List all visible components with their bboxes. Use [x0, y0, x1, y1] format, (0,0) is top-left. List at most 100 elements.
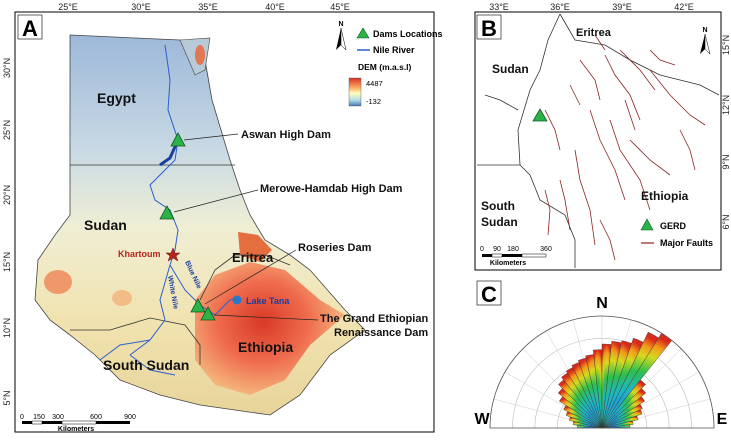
rose-north-label: N: [596, 295, 608, 312]
dam-aswan-marker: [170, 132, 186, 147]
scalebar-tick: 900: [124, 414, 136, 421]
label-ethiopia: Ethiopia: [238, 339, 293, 355]
panel-b-lat-ticks: 15°N 12°N 9°N 6°N: [721, 35, 731, 230]
rose-petal: [601, 388, 647, 429]
label-gerd-line2: Renaissance Dam: [334, 327, 428, 339]
scalebar-tick: 150: [33, 414, 45, 421]
rose-diagram: [489, 315, 715, 429]
lon-tick: 35°E: [198, 2, 218, 12]
scalebar-segment: [42, 421, 62, 424]
legend-dam-icon: [356, 27, 370, 39]
fault-line: [569, 84, 581, 106]
leader-line: [173, 189, 259, 213]
dam-merowe-marker: [159, 205, 175, 220]
fault-line: [649, 49, 676, 66]
panel-a-letter-box: [17, 14, 43, 40]
lat-tick: 9°N: [721, 154, 731, 169]
lat-tick: 12°N: [721, 95, 731, 115]
scalebar-segment: [31, 420, 43, 425]
scalebar-tick: 90: [493, 246, 501, 253]
lat-tick: 6°N: [721, 214, 731, 229]
fault-line: [579, 59, 601, 101]
lat-tick: 25°N: [2, 120, 12, 140]
lat-tick: 5°N: [2, 390, 12, 405]
darfur-highland: [44, 270, 72, 294]
dam-gerd-marker: [200, 306, 216, 321]
label-ethiopia: Ethiopia: [641, 189, 689, 203]
scalebar-segment: [491, 253, 503, 258]
panel-a-letter: A: [22, 16, 38, 41]
panel-b-scalebar: 0 90 180 360 Kilometers: [480, 246, 552, 267]
panel-c-letter-box: [476, 280, 502, 306]
scalebar-segment: [521, 253, 547, 258]
fault-line: [589, 109, 626, 201]
scalebar-tick: 180: [507, 246, 519, 253]
ethiopia-highlands: [195, 262, 345, 395]
lon-tick: 33°E: [489, 2, 509, 12]
lon-tick: 39°E: [612, 2, 632, 12]
panel-b: 33°E 36°E 39°E 42°E 15°N 12°N 9°N 6°N: [474, 2, 731, 271]
rose-west-label: W: [474, 411, 490, 428]
label-aswan-dam: Aswan High Dam: [241, 129, 331, 141]
scalebar-segment: [96, 421, 130, 424]
nile-river: [99, 44, 241, 376]
rose-east-label: E: [717, 411, 728, 428]
fault-line: [649, 69, 706, 126]
legend-dem-max: 4487: [366, 79, 383, 88]
eritrea-highlands: [238, 232, 272, 262]
label-eritrea: Eritrea: [232, 250, 274, 265]
fault-line: [619, 49, 656, 91]
scalebar-segment: [502, 254, 522, 257]
panel-b-north-arrow: N: [700, 27, 711, 55]
panel-b-letter: B: [481, 16, 497, 41]
lon-tick: 30°E: [131, 2, 151, 12]
panel-c: C N W E: [474, 280, 728, 429]
khartoum-star: [165, 247, 181, 262]
sinai-peak: [195, 45, 205, 65]
rose-petal: [601, 420, 634, 429]
label-sudan: Sudan: [84, 217, 127, 233]
fault-line: [609, 119, 651, 211]
north-arrow-icon: [340, 27, 347, 51]
main-nile: [149, 44, 179, 266]
fault-line: [624, 99, 636, 131]
leader-lines: [173, 133, 319, 321]
rose-petal: [601, 379, 646, 429]
rose-petal: [601, 403, 643, 429]
lon-tick: 45°E: [330, 2, 350, 12]
dam-roseries-marker: [190, 298, 206, 313]
scalebar-tick: 0: [480, 246, 484, 253]
legend-dem-min: -132: [366, 97, 381, 106]
label-sudan: Sudan: [492, 62, 529, 76]
label-eritrea: Eritrea: [576, 27, 612, 39]
scalebar-unit: Kilometers: [490, 260, 526, 267]
label-south-sudan: South Sudan: [103, 357, 189, 373]
fault-line: [629, 139, 671, 176]
lat-tick: 20°N: [2, 185, 12, 205]
panel-a-legend: Dams Locations Nile River DEM (m.a.s.l) …: [348, 27, 443, 107]
scalebar-unit: Kilometers: [58, 426, 94, 433]
tributary: [129, 354, 176, 376]
label-egypt: Egypt: [97, 90, 136, 106]
fault-line: [574, 149, 596, 246]
leader-line: [204, 249, 297, 305]
eritrea-border: [235, 254, 291, 266]
rose-petal: [601, 415, 639, 429]
label-south-sudan: Sudan: [481, 215, 518, 229]
rose-petal: [601, 396, 645, 429]
north-arrow-icon: [700, 34, 705, 54]
major-faults: [544, 34, 706, 261]
north-arrow-icon: [336, 28, 341, 50]
panel-a-scalebar: 0 150 300 600 900 Kilometers: [20, 414, 136, 433]
lon-tick: 40°E: [265, 2, 285, 12]
panel-b-legend: GERD Major Faults: [640, 218, 713, 248]
gerd-marker: [532, 108, 548, 122]
nuba-highland: [112, 290, 132, 306]
scalebar-tick: 600: [90, 414, 102, 421]
legend-gerd-label: GERD: [660, 221, 687, 231]
fault-line: [559, 179, 571, 231]
label-roseries-dam: Roseries Dam: [298, 242, 372, 254]
legend-faults-label: Major Faults: [660, 238, 713, 248]
legend-dem-title: DEM (m.a.s.l): [358, 62, 412, 72]
fault-line: [594, 34, 606, 51]
